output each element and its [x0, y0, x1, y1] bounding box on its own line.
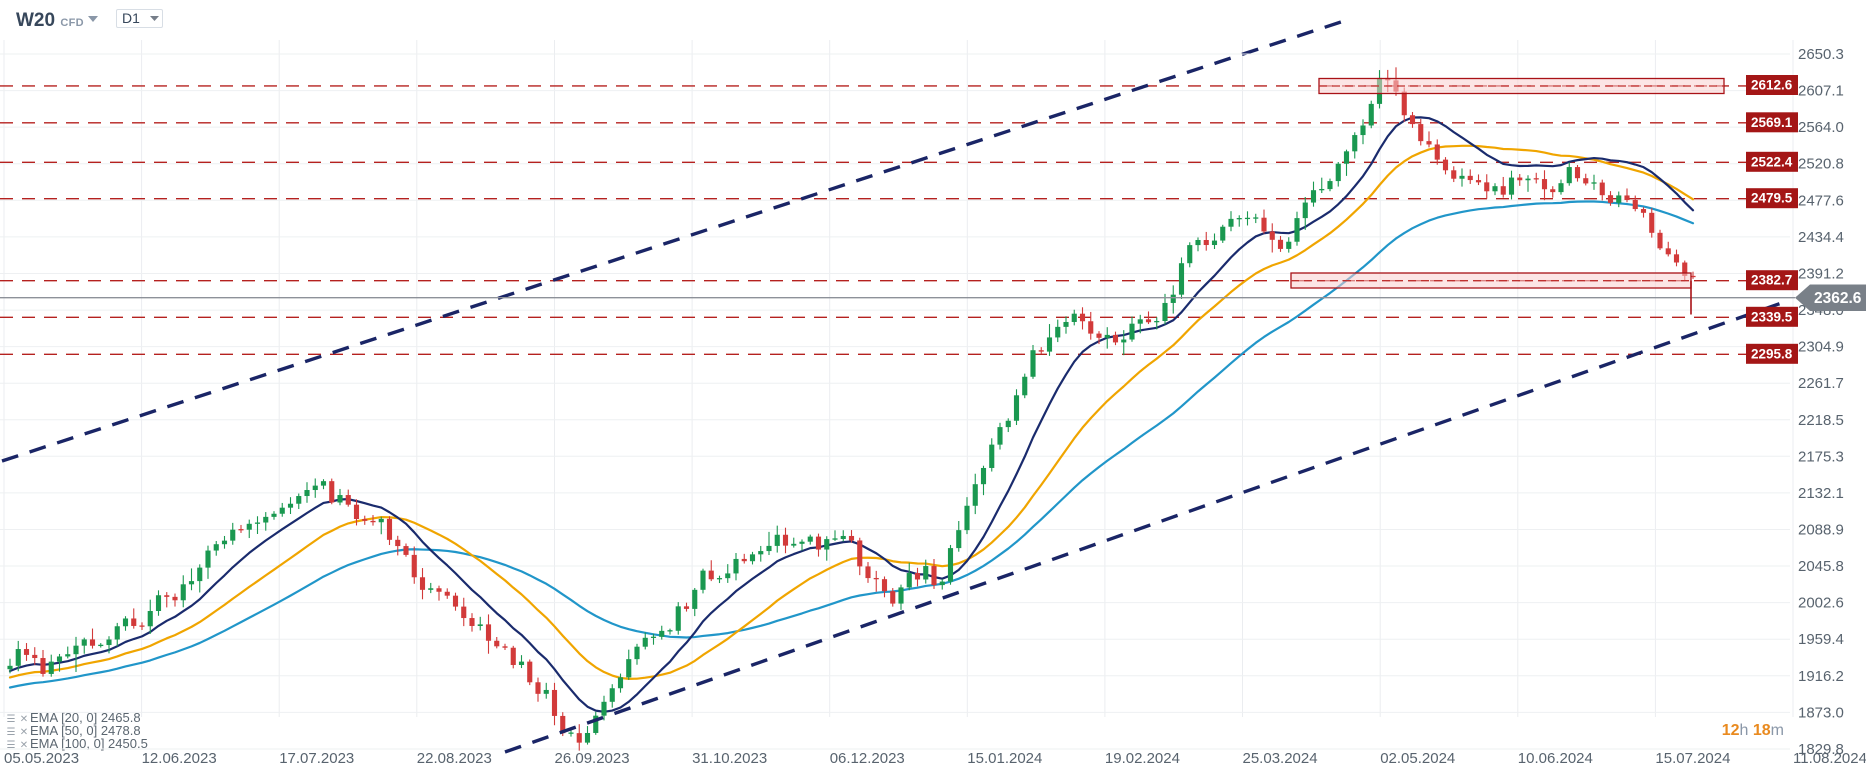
svg-text:2522.4: 2522.4 [1751, 154, 1793, 169]
svg-text:2339.5: 2339.5 [1751, 309, 1793, 324]
svg-text:2045.8: 2045.8 [1798, 558, 1844, 575]
svg-text:2175.3: 2175.3 [1798, 448, 1844, 465]
svg-text:15.07.2024: 15.07.2024 [1655, 750, 1730, 767]
svg-text:25.03.2024: 25.03.2024 [1243, 750, 1318, 767]
svg-text:2088.9: 2088.9 [1798, 522, 1844, 539]
svg-text:2382.7: 2382.7 [1751, 273, 1792, 288]
svg-text:1916.2: 1916.2 [1798, 668, 1844, 685]
svg-text:2218.5: 2218.5 [1798, 412, 1844, 429]
svg-text:2564.0: 2564.0 [1798, 119, 1844, 136]
svg-text:2434.4: 2434.4 [1798, 229, 1844, 246]
svg-text:1959.4: 1959.4 [1798, 631, 1844, 648]
svg-text:2477.6: 2477.6 [1798, 192, 1844, 209]
svg-text:2479.5: 2479.5 [1751, 191, 1793, 206]
svg-text:15.01.2024: 15.01.2024 [967, 750, 1042, 767]
svg-text:2569.1: 2569.1 [1751, 115, 1793, 130]
svg-text:19.02.2024: 19.02.2024 [1105, 750, 1180, 767]
svg-text:17.07.2023: 17.07.2023 [279, 750, 354, 767]
svg-text:2362.6: 2362.6 [1814, 290, 1862, 307]
svg-text:2295.8: 2295.8 [1751, 346, 1793, 361]
svg-text:2650.3: 2650.3 [1798, 46, 1844, 63]
svg-text:1873.0: 1873.0 [1798, 704, 1844, 721]
svg-text:05.05.2023: 05.05.2023 [4, 750, 79, 767]
svg-text:2607.1: 2607.1 [1798, 83, 1844, 100]
svg-text:2261.7: 2261.7 [1798, 375, 1844, 392]
svg-text:12h 18m: 12h 18m [1722, 722, 1784, 739]
svg-text:31.10.2023: 31.10.2023 [692, 750, 767, 767]
svg-text:06.12.2023: 06.12.2023 [830, 750, 905, 767]
svg-text:2002.6: 2002.6 [1798, 595, 1844, 612]
svg-text:22.08.2023: 22.08.2023 [417, 750, 492, 767]
svg-text:11.08.2024: 11.08.2024 [1793, 750, 1866, 767]
svg-text:10.06.2024: 10.06.2024 [1518, 750, 1593, 767]
svg-text:12.06.2023: 12.06.2023 [142, 750, 217, 767]
svg-text:2520.8: 2520.8 [1798, 156, 1844, 173]
svg-text:2391.2: 2391.2 [1798, 266, 1844, 283]
svg-text:2132.1: 2132.1 [1798, 485, 1844, 502]
svg-text:02.05.2024: 02.05.2024 [1380, 750, 1455, 767]
svg-text:2612.6: 2612.6 [1751, 78, 1793, 93]
svg-text:26.09.2023: 26.09.2023 [555, 750, 630, 767]
svg-text:2304.9: 2304.9 [1798, 339, 1844, 356]
